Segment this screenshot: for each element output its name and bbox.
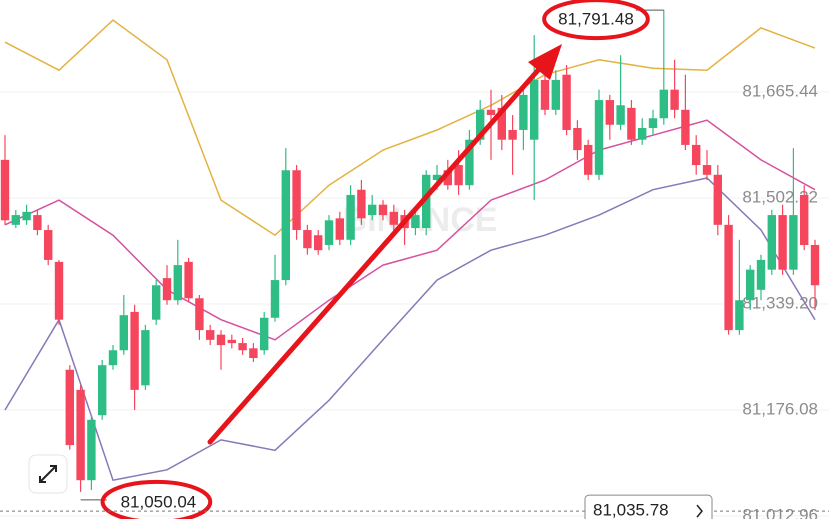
last-price-label: 81,035.78 bbox=[593, 501, 669, 519]
candle-body bbox=[789, 215, 798, 270]
candle-body bbox=[810, 244, 820, 286]
expand-button[interactable] bbox=[28, 454, 68, 494]
y-tick-label: 81,012.96 bbox=[742, 505, 818, 519]
candle-body bbox=[260, 317, 269, 351]
candle-body bbox=[65, 369, 74, 446]
plot bbox=[0, 10, 820, 492]
candle-body bbox=[594, 100, 604, 175]
candle-body bbox=[22, 211, 31, 221]
tick-labels: 81,012.9681,176.0881,339.2081,502.3281,6… bbox=[742, 81, 818, 519]
low-label: 81,050.04 bbox=[121, 492, 197, 511]
candle-body bbox=[87, 419, 96, 481]
candle-body bbox=[508, 129, 517, 140]
candle-body bbox=[540, 79, 550, 110]
y-tick-label: 81,502.32 bbox=[742, 187, 818, 206]
candle-body bbox=[335, 218, 344, 240]
candle-body bbox=[54, 261, 64, 320]
candle-body bbox=[584, 144, 593, 175]
candle-body bbox=[735, 300, 744, 331]
candle-body bbox=[303, 230, 312, 249]
candle-body bbox=[486, 109, 496, 116]
candle-body bbox=[422, 174, 431, 229]
candle-body bbox=[681, 109, 690, 145]
band-line bbox=[4, 19, 816, 237]
candle-body bbox=[702, 165, 712, 175]
trend-arrow bbox=[207, 44, 562, 445]
candle-body bbox=[465, 139, 474, 186]
candle-body bbox=[454, 165, 463, 186]
candle-body bbox=[98, 365, 107, 416]
candle-body bbox=[238, 343, 247, 351]
candle-body bbox=[713, 174, 722, 225]
candle-body bbox=[605, 100, 614, 125]
highlight-circle bbox=[542, 0, 650, 41]
high-label: 81,791.48 bbox=[558, 10, 634, 29]
candle-body bbox=[756, 259, 766, 290]
candle-body bbox=[573, 128, 582, 151]
candle-body bbox=[249, 348, 258, 359]
candle-body bbox=[368, 204, 377, 216]
candle-body bbox=[357, 189, 366, 219]
candle-body bbox=[130, 311, 139, 390]
band-line bbox=[4, 119, 816, 341]
candle-body bbox=[0, 159, 10, 221]
candle-body bbox=[324, 220, 334, 245]
candle-body bbox=[76, 389, 85, 481]
candle-body bbox=[670, 89, 679, 110]
candle-body bbox=[195, 298, 204, 331]
candle-body bbox=[206, 330, 215, 340]
candle-body bbox=[173, 265, 182, 301]
y-tick-label: 81,665.44 bbox=[742, 81, 818, 100]
candle-body bbox=[724, 224, 733, 331]
candle-body bbox=[314, 235, 323, 251]
candle-body bbox=[378, 204, 388, 216]
candle-body bbox=[44, 230, 53, 260]
candle-body bbox=[638, 128, 647, 140]
candle-body bbox=[562, 74, 571, 130]
last-price-chevron bbox=[696, 504, 703, 518]
candle-body bbox=[530, 79, 539, 140]
candle-body bbox=[648, 118, 658, 129]
candle-body bbox=[389, 211, 398, 225]
candle-body bbox=[800, 194, 809, 245]
candle-body bbox=[692, 144, 701, 166]
candle-body bbox=[767, 215, 776, 270]
candle-body bbox=[119, 315, 128, 351]
candle-body bbox=[11, 215, 20, 225]
candle-body bbox=[227, 339, 236, 344]
candle-body bbox=[33, 215, 42, 231]
candle-body bbox=[659, 89, 668, 119]
candle-body bbox=[746, 269, 755, 301]
candle-body bbox=[152, 285, 161, 320]
candle-body bbox=[411, 215, 420, 229]
candle-body bbox=[292, 170, 301, 231]
candle-body bbox=[627, 107, 636, 140]
band-line bbox=[4, 177, 816, 482]
candle-body bbox=[616, 105, 625, 125]
expand-icon[interactable] bbox=[39, 465, 57, 483]
candle-body bbox=[184, 261, 193, 299]
candle-body bbox=[270, 280, 280, 318]
highlight-circle bbox=[100, 479, 213, 519]
candle-body bbox=[216, 334, 226, 346]
candle-body bbox=[497, 107, 506, 140]
candle-body bbox=[141, 330, 150, 386]
candle-body bbox=[551, 79, 560, 110]
last-price-tag bbox=[584, 494, 713, 519]
candle-body bbox=[443, 170, 452, 186]
candle-body bbox=[432, 174, 442, 180]
arrow-shaft bbox=[207, 65, 543, 445]
candle-body bbox=[778, 215, 787, 270]
arrow-head bbox=[528, 44, 562, 80]
candle-body bbox=[108, 350, 118, 366]
candle-body bbox=[519, 94, 528, 130]
candle-body bbox=[346, 194, 355, 240]
y-tick-label: 81,176.08 bbox=[742, 399, 818, 418]
candle-body bbox=[162, 278, 172, 301]
candle-body bbox=[476, 109, 485, 140]
candle-body bbox=[281, 170, 290, 281]
